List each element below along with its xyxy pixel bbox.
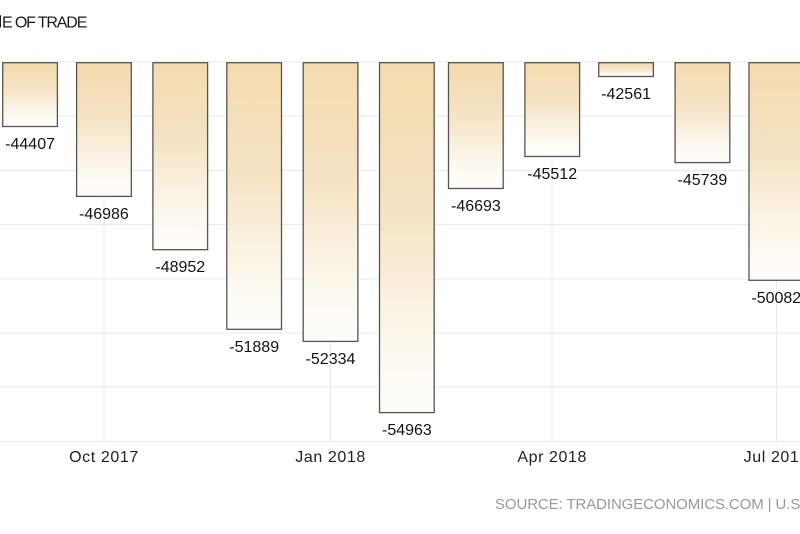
svg-text:Jan 2018: Jan 2018 [295, 449, 366, 466]
svg-text:-51889: -51889 [229, 339, 279, 356]
svg-text:-52334: -52334 [306, 351, 356, 368]
svg-text:-50082: -50082 [751, 290, 800, 307]
svg-text:Apr 2018: Apr 2018 [517, 449, 587, 466]
svg-text:-44407: -44407 [5, 136, 55, 153]
svg-text:-48952: -48952 [155, 259, 205, 276]
svg-text:SOURCE: TRADINGECONOMICS.COM |: SOURCE: TRADINGECONOMICS.COM | U.S. CENS… [495, 496, 800, 513]
svg-text:-46693: -46693 [451, 198, 501, 215]
svg-text:-45739: -45739 [677, 172, 727, 189]
svg-text:-42561: -42561 [601, 86, 651, 103]
svg-text:E OF TRADE: E OF TRADE [2, 15, 87, 32]
svg-text:Jul 2018: Jul 2018 [744, 449, 800, 466]
svg-text:-45512: -45512 [527, 166, 577, 183]
svg-text:-54963: -54963 [382, 422, 432, 439]
svg-text:-46986: -46986 [79, 206, 129, 223]
svg-text:Oct 2017: Oct 2017 [69, 449, 139, 466]
